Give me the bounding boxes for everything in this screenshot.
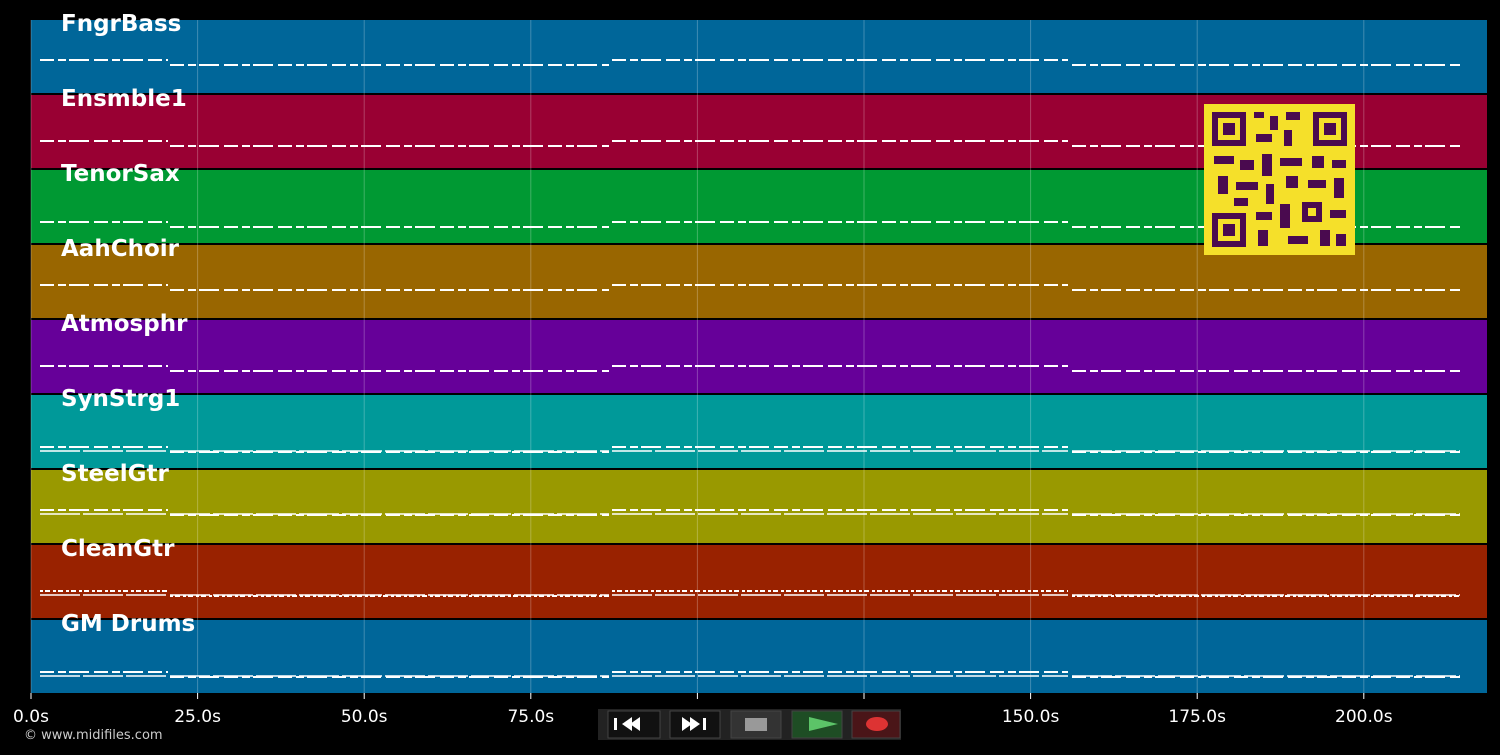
track-lane (31, 470, 1487, 543)
transport-controls (598, 709, 901, 740)
track-name: SynStrg1 (61, 386, 180, 412)
rewind-button[interactable] (607, 710, 661, 739)
tick-label: 0.0s (13, 707, 49, 727)
tick-label: 25.0s (174, 707, 221, 727)
track-name: FngrBass (61, 11, 181, 37)
track-lane (31, 395, 1487, 468)
forward-button[interactable] (669, 710, 721, 739)
track-name: AahChoir (61, 236, 180, 262)
track-names: FngrBass Ensmble1 TenorSax AahChoir Atmosphr… (61, 11, 195, 637)
track-lane (31, 545, 1487, 618)
track-lane (31, 620, 1487, 693)
qr-code (1204, 104, 1355, 255)
track-name: Atmosphr (61, 311, 188, 337)
time-grid (30, 20, 1365, 695)
tick-label: 50.0s (341, 707, 388, 727)
tick-label: 200.0s (1335, 707, 1393, 727)
tick-label: 150.0s (1002, 707, 1060, 727)
tick-label: 175.0s (1168, 707, 1226, 727)
track-lane (31, 245, 1487, 318)
track-name: CleanGtr (61, 536, 175, 562)
stop-button[interactable] (730, 710, 782, 739)
track-name: SteelGtr (61, 461, 170, 487)
play-button[interactable] (791, 710, 843, 739)
track-lane (31, 320, 1487, 393)
footer: © www.midifiles.com (24, 728, 163, 743)
record-button[interactable] (851, 710, 901, 739)
track-lane (31, 20, 1487, 93)
track-name: Ensmble1 (61, 86, 187, 112)
track-name: TenorSax (61, 161, 180, 187)
tick-label: 75.0s (507, 707, 554, 727)
track-name: GM Drums (61, 611, 195, 637)
